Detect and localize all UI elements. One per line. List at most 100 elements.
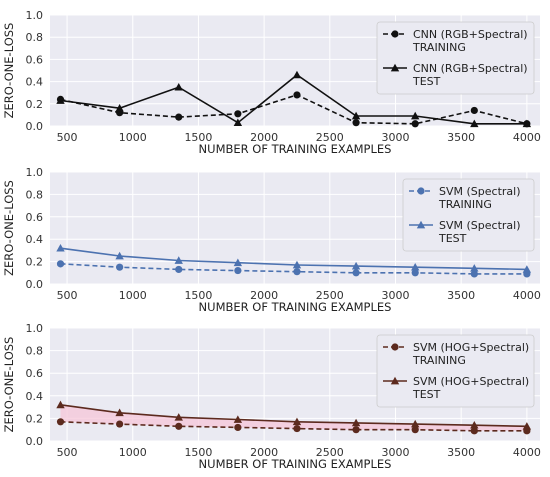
- data-point: [174, 256, 183, 264]
- data-point: [293, 91, 301, 99]
- data-point: [234, 110, 242, 118]
- legend-label-line: SVM (Spectral): [439, 185, 521, 198]
- data-point: [56, 260, 65, 268]
- series-test: [56, 400, 532, 430]
- y-tick-label: 0.8: [26, 345, 44, 358]
- x-tick-label: 2000: [250, 446, 278, 459]
- data-point: [522, 422, 532, 430]
- x-tick-label: 3500: [447, 446, 475, 459]
- legend-label-line: CNN (RGB+Spectral): [413, 62, 528, 75]
- x-tick-label: 1000: [119, 131, 147, 144]
- y-tick-label: 0.2: [26, 98, 44, 111]
- data-point: [411, 111, 420, 120]
- legend-label: SVM (HOG+Spectral) TRAINING: [412, 341, 529, 367]
- legend-marker: [416, 220, 426, 229]
- data-point: [56, 96, 65, 104]
- x-tick-label: 2500: [316, 446, 344, 459]
- y-tick-label: 1.0: [26, 322, 44, 335]
- data-point: [56, 418, 65, 426]
- x-tick-label: 500: [57, 446, 78, 459]
- data-point: [175, 422, 183, 430]
- data-point: [292, 70, 302, 79]
- data-point: [351, 261, 361, 270]
- legend-label-line: TRAINING: [412, 41, 466, 54]
- y-tick-label: 0.6: [26, 53, 44, 66]
- y-tick-label: 0.8: [26, 31, 44, 44]
- legend-label-line: SVM (HOG+Spectral): [413, 375, 529, 388]
- data-point: [292, 260, 302, 269]
- legend-label-line: SVM (HOG+Spectral): [413, 341, 529, 354]
- data-point: [470, 264, 479, 272]
- data-point: [234, 423, 242, 432]
- y-tick-label: 0.6: [26, 367, 44, 380]
- data-point: [175, 265, 183, 274]
- data-point: [411, 419, 420, 428]
- data-point: [470, 427, 478, 435]
- x-tick-label: 2000: [250, 289, 278, 302]
- legend-label-line: TEST: [412, 388, 441, 401]
- legend-label-line: TEST: [438, 232, 467, 245]
- data-point: [56, 243, 65, 252]
- x-tick-label: 2500: [316, 289, 344, 302]
- data-point: [351, 418, 361, 427]
- legend-label: SVM (HOG+Spectral) TEST: [412, 375, 529, 401]
- data-point: [292, 417, 302, 426]
- x-tick-label: 3000: [381, 131, 409, 144]
- data-point: [293, 268, 301, 276]
- data-point: [352, 269, 360, 277]
- x-tick-label: 1500: [184, 131, 212, 144]
- legend-label: CNN (RGB+Spectral) TRAINING: [412, 28, 528, 54]
- legend-label: SVM (Spectral) TRAINING: [438, 185, 521, 211]
- data-point: [522, 265, 532, 273]
- y-tick-label: 0.4: [26, 390, 44, 403]
- data-point: [470, 270, 478, 278]
- series-test: [56, 243, 532, 273]
- data-point: [56, 400, 65, 409]
- data-point: [175, 113, 183, 121]
- data-point: [352, 426, 360, 434]
- data-point: [293, 424, 301, 433]
- legend-label-line: SVM (Spectral): [439, 219, 521, 232]
- data-point: [470, 119, 479, 128]
- legend-label-line: TRAINING: [438, 198, 492, 211]
- data-point: [470, 420, 479, 429]
- x-tick-label: 3000: [381, 289, 409, 302]
- x-tick-label: 4000: [513, 289, 541, 302]
- x-tick-label: 2000: [250, 131, 278, 144]
- subplot-1: 0.0 0.2 0.4 0.6 0.8 1.0 500 1000 1500 2000 2500 300…: [2, 9, 541, 156]
- legend-label: SVM (Spectral) TEST: [438, 219, 521, 245]
- y-axis-label: ZERO-ONE-LOSS: [2, 23, 16, 119]
- x-tick-label: 2500: [316, 131, 344, 144]
- data-point: [351, 111, 361, 120]
- data-point: [115, 251, 124, 260]
- x-axis-label: NUMBER OF TRAINING EXAMPLES: [199, 457, 392, 471]
- legend-label-line: TRAINING: [412, 354, 466, 367]
- y-tick-label: 0.2: [26, 412, 44, 425]
- x-tick-label: 500: [57, 289, 78, 302]
- x-tick-label: 1000: [119, 289, 147, 302]
- x-tick-label: 1500: [184, 446, 212, 459]
- data-point: [522, 119, 532, 128]
- x-tick-label: 3500: [447, 289, 475, 302]
- y-tick-label: 0.2: [26, 256, 44, 269]
- subplot-2: 0.0 0.2 0.4 0.6 0.8 1.0 500 1000 1500 2000 2500 300…: [2, 166, 541, 314]
- legend-label-line: TEST: [412, 75, 441, 88]
- x-tick-label: 1500: [184, 289, 212, 302]
- data-point: [233, 415, 243, 423]
- data-point: [174, 413, 183, 421]
- x-tick-label: 4000: [513, 446, 541, 459]
- legend-marker: [391, 343, 399, 351]
- data-point: [470, 106, 478, 115]
- legend-marker: [391, 30, 399, 38]
- y-tick-label: 0.6: [26, 211, 44, 224]
- data-point: [116, 420, 124, 428]
- data-point: [233, 118, 243, 127]
- x-axis-label: NUMBER OF TRAINING EXAMPLES: [199, 300, 392, 314]
- x-tick-label: 500: [57, 131, 78, 144]
- y-axis-label: ZERO-ONE-LOSS: [2, 337, 16, 433]
- subplot-3: 0.0 0.2 0.4 0.6 0.8 1.0 500 1000 1500 2000 2500 300…: [2, 322, 541, 471]
